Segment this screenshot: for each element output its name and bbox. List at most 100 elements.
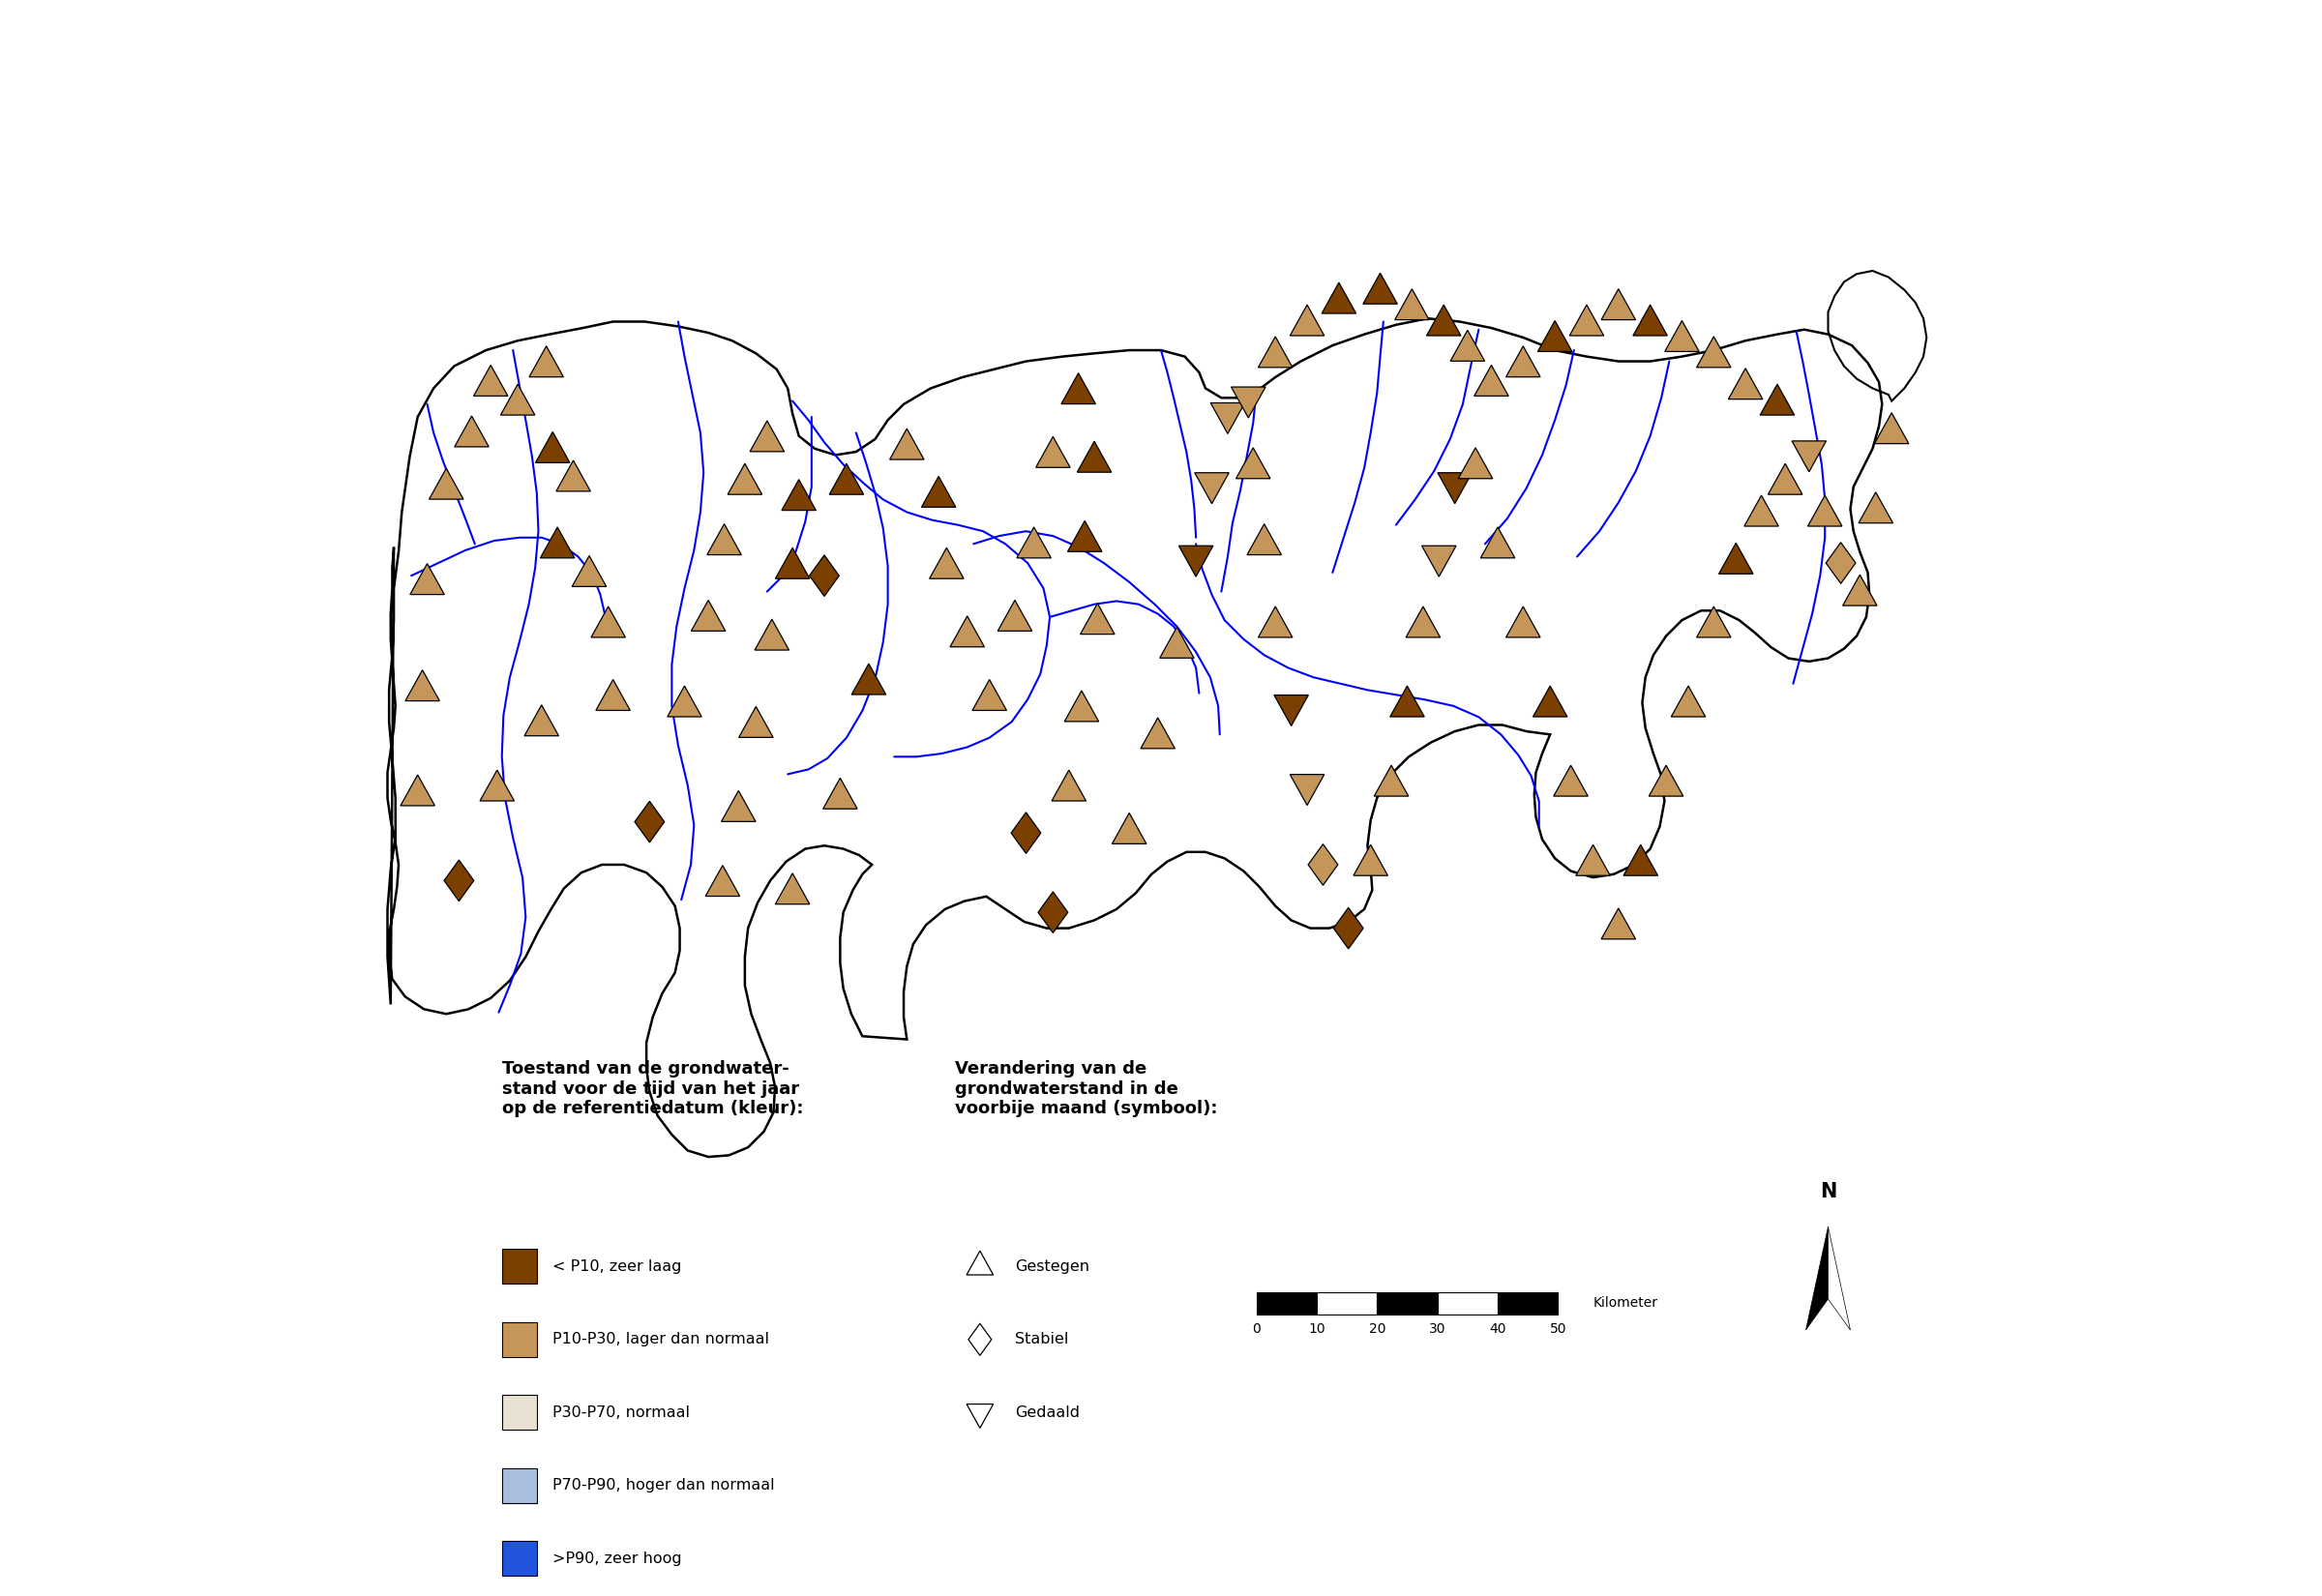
Polygon shape [727, 463, 762, 495]
Polygon shape [1307, 844, 1337, 886]
Polygon shape [1426, 305, 1461, 335]
Polygon shape [411, 563, 444, 594]
Polygon shape [1017, 527, 1052, 559]
Text: 30: 30 [1428, 1321, 1447, 1336]
Polygon shape [1665, 321, 1700, 351]
Polygon shape [541, 527, 574, 559]
Polygon shape [1405, 606, 1440, 637]
Polygon shape [1672, 686, 1704, 717]
Text: Kilometer: Kilometer [1593, 1296, 1658, 1310]
Polygon shape [1553, 766, 1588, 796]
Polygon shape [1140, 718, 1175, 749]
Text: 20: 20 [1368, 1321, 1386, 1336]
Bar [1437, 1291, 1498, 1314]
Polygon shape [529, 346, 564, 377]
Polygon shape [1481, 527, 1514, 559]
Polygon shape [1354, 844, 1389, 876]
Polygon shape [950, 616, 985, 646]
Polygon shape [889, 429, 924, 460]
Polygon shape [1809, 495, 1841, 527]
Polygon shape [1858, 492, 1892, 523]
Polygon shape [1396, 289, 1428, 319]
Polygon shape [1421, 546, 1456, 576]
Bar [502, 1321, 536, 1357]
Text: N: N [1820, 1183, 1837, 1202]
Polygon shape [1602, 289, 1635, 319]
Polygon shape [968, 1323, 991, 1355]
Polygon shape [444, 860, 474, 902]
Text: 50: 50 [1549, 1321, 1567, 1336]
Polygon shape [1180, 546, 1212, 576]
Bar [502, 1250, 536, 1283]
Text: Gestegen: Gestegen [1015, 1259, 1089, 1274]
Text: 0: 0 [1252, 1321, 1261, 1336]
Polygon shape [1767, 463, 1802, 495]
Polygon shape [1623, 844, 1658, 876]
Polygon shape [1697, 606, 1730, 637]
Polygon shape [1275, 694, 1307, 726]
Polygon shape [1061, 373, 1096, 404]
Polygon shape [706, 865, 741, 897]
Polygon shape [966, 1404, 994, 1428]
Polygon shape [1247, 523, 1282, 555]
Polygon shape [430, 468, 464, 500]
Polygon shape [1391, 686, 1423, 717]
Polygon shape [1507, 606, 1539, 637]
Text: 40: 40 [1488, 1321, 1507, 1336]
Polygon shape [1291, 305, 1324, 335]
Polygon shape [1159, 627, 1194, 658]
Polygon shape [750, 421, 785, 452]
Polygon shape [783, 479, 815, 511]
Polygon shape [1744, 495, 1779, 527]
Polygon shape [502, 385, 534, 415]
Polygon shape [852, 664, 887, 694]
Text: Gedaald: Gedaald [1015, 1406, 1080, 1420]
Polygon shape [1333, 908, 1363, 948]
Polygon shape [1827, 1227, 1851, 1329]
Polygon shape [1052, 769, 1087, 801]
Text: Stabiel: Stabiel [1015, 1333, 1068, 1347]
Polygon shape [1718, 543, 1753, 575]
Polygon shape [481, 769, 513, 801]
Polygon shape [1451, 330, 1484, 361]
Polygon shape [1291, 774, 1324, 806]
Text: Verandering van de
grondwaterstand in de
voorbije maand (symbool):: Verandering van de grondwaterstand in de… [954, 1060, 1217, 1117]
Polygon shape [1375, 766, 1409, 796]
Polygon shape [829, 463, 864, 495]
Polygon shape [1231, 386, 1265, 418]
Bar [1377, 1291, 1437, 1314]
Polygon shape [1210, 402, 1245, 434]
Polygon shape [1038, 892, 1068, 934]
Polygon shape [1760, 385, 1795, 415]
Polygon shape [708, 523, 741, 555]
Polygon shape [776, 547, 810, 579]
Polygon shape [1010, 812, 1040, 854]
Polygon shape [998, 600, 1031, 630]
Polygon shape [692, 600, 724, 630]
Polygon shape [1602, 908, 1635, 938]
Polygon shape [571, 555, 606, 587]
Polygon shape [722, 790, 755, 822]
Polygon shape [1458, 448, 1493, 479]
Polygon shape [399, 774, 434, 806]
Polygon shape [1437, 472, 1472, 504]
Polygon shape [822, 777, 857, 809]
Polygon shape [1844, 575, 1876, 605]
Polygon shape [536, 433, 569, 463]
Text: Toestand van de grondwater-
stand voor de tijd van het jaar
op de referentiedatu: Toestand van de grondwater- stand voor d… [502, 1060, 803, 1117]
Polygon shape [1474, 365, 1509, 396]
Polygon shape [1807, 1227, 1827, 1329]
Polygon shape [1063, 691, 1098, 721]
Text: P10-P30, lager dan normaal: P10-P30, lager dan normaal [553, 1333, 769, 1347]
Polygon shape [1112, 812, 1147, 844]
Polygon shape [1874, 413, 1909, 444]
Polygon shape [406, 670, 439, 701]
Polygon shape [973, 680, 1008, 710]
Polygon shape [1259, 606, 1293, 637]
Polygon shape [557, 460, 590, 492]
Polygon shape [1080, 603, 1115, 634]
Polygon shape [776, 873, 810, 905]
Bar [1256, 1291, 1317, 1314]
Polygon shape [1235, 448, 1270, 479]
Polygon shape [634, 801, 664, 843]
